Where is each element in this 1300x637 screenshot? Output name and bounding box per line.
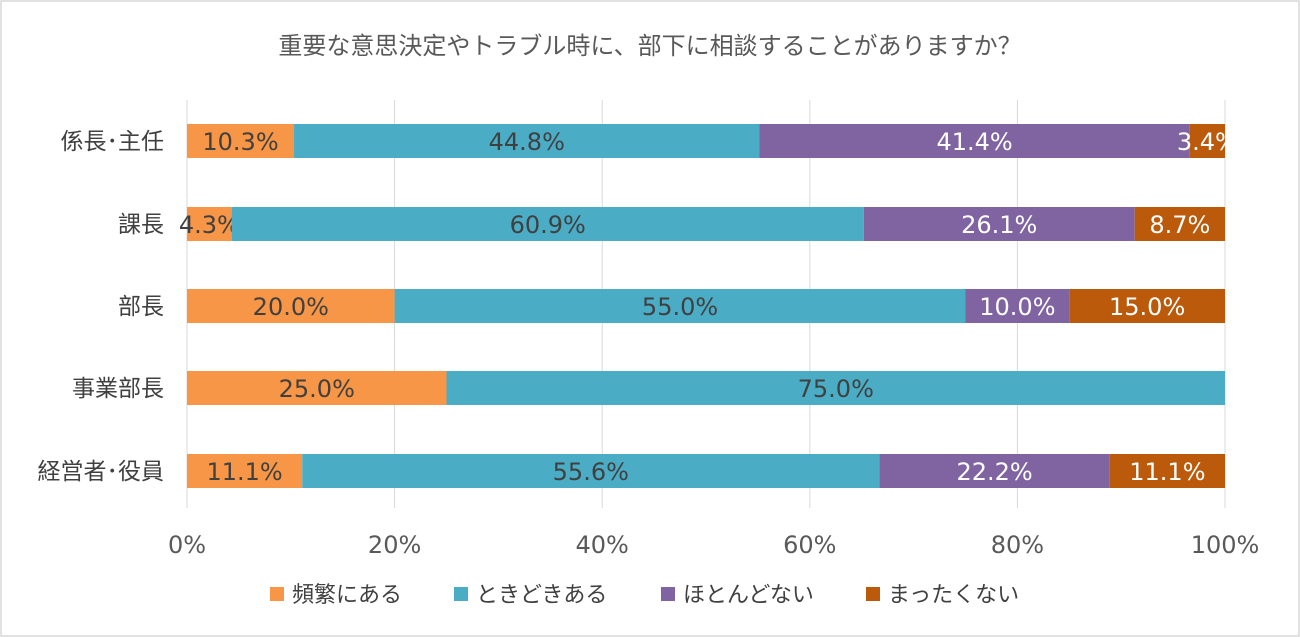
bar-segment	[187, 124, 295, 158]
data-label: 75.0%	[798, 375, 874, 403]
data-label: 60.9%	[510, 211, 586, 239]
data-label: 11.1%	[206, 458, 282, 486]
bar-segment	[187, 454, 303, 488]
bar-segment	[759, 124, 1190, 158]
x-tick-label: 40%	[576, 531, 629, 559]
data-label: 55.0%	[642, 293, 718, 321]
category-label: 部長	[118, 294, 164, 320]
data-label: 26.1%	[961, 211, 1037, 239]
bar-segment	[446, 371, 1225, 405]
data-label: 25.0%	[279, 375, 355, 403]
x-tick-label: 0%	[168, 531, 206, 559]
bar-segment	[187, 207, 232, 241]
bar-segment	[187, 289, 395, 323]
bar-segment	[302, 454, 880, 488]
bar-segment	[879, 454, 1110, 488]
x-tick-label: 100%	[1191, 531, 1260, 559]
x-tick-label: 20%	[368, 531, 421, 559]
data-label: 4.3%	[179, 211, 240, 239]
data-label: 55.6%	[553, 458, 629, 486]
legend-swatch	[866, 587, 880, 601]
legend-label: ほとんどない	[683, 583, 814, 608]
data-label: 20.0%	[253, 293, 329, 321]
bar-segment	[1134, 207, 1225, 241]
bars: 10.3% 44.8% 41.4% 3.4% 4.3% 60.9% 26.1% 8.7% 20.…	[179, 124, 1238, 488]
category-label: 課長	[118, 212, 164, 238]
bar-segment	[1189, 124, 1225, 158]
data-label: 41.4%	[936, 128, 1012, 156]
legend-label: 頻繁にある	[292, 583, 402, 608]
bar-segment	[965, 289, 1070, 323]
bar-segment	[394, 289, 966, 323]
data-label: 3.4%	[1177, 128, 1238, 156]
data-label: 10.0%	[979, 293, 1055, 321]
bar-segment	[863, 207, 1135, 241]
bar-segment	[187, 371, 447, 405]
legend-label: まったくない	[888, 583, 1019, 608]
bar-segment	[1069, 289, 1225, 323]
x-tick-labels: 0% 20% 40% 60% 80% 100%	[168, 531, 1259, 559]
bar-segment	[1109, 454, 1225, 488]
bar-segment	[231, 207, 864, 241]
data-label: 22.2%	[956, 458, 1032, 486]
x-tick-label: 60%	[783, 531, 836, 559]
legend-swatch	[661, 587, 675, 601]
legend-swatch	[270, 587, 284, 601]
legend: 頻繁にある ときどきある ほとんどない まったくない	[270, 583, 1019, 608]
bar-segment	[294, 124, 760, 158]
category-label: 経営者･役員	[38, 459, 165, 485]
chart-title: 重要な意思決定やトラブル時に、部下に相談することがありますか？	[278, 32, 1021, 60]
category-label: 事業部長	[72, 376, 164, 402]
legend-swatch	[454, 587, 468, 601]
data-label: 8.7%	[1149, 211, 1210, 239]
x-tick-label: 80%	[991, 531, 1044, 559]
data-label: 10.3%	[202, 128, 278, 156]
category-label: 係長･主任	[61, 129, 165, 155]
data-label: 44.8%	[489, 128, 565, 156]
data-label: 11.1%	[1129, 458, 1205, 486]
legend-label: ときどきある	[476, 583, 607, 608]
data-label: 15.0%	[1109, 293, 1185, 321]
